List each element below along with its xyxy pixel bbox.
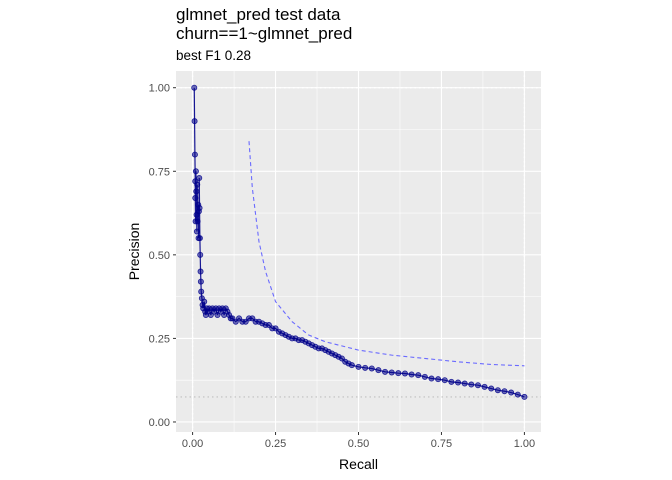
- pr-point: [521, 393, 528, 400]
- pr-point: [508, 389, 515, 396]
- x-tick-label: 0.50: [348, 438, 369, 450]
- y-tick-label: 1.00: [149, 83, 170, 95]
- pr-point: [362, 364, 369, 371]
- pr-point: [435, 376, 442, 383]
- y-tick-label: 0.25: [149, 333, 170, 345]
- pr-curve: [191, 84, 528, 400]
- x-tick-label: 0.75: [431, 438, 452, 450]
- pr-point: [192, 195, 199, 202]
- pr-point: [428, 375, 435, 382]
- pr-point: [415, 372, 422, 379]
- pr-point: [196, 174, 203, 181]
- pr-point: [382, 368, 389, 375]
- pr-point: [197, 268, 204, 275]
- pr-point: [395, 370, 402, 377]
- pr-point: [468, 381, 475, 388]
- pr-point: [455, 379, 462, 386]
- pr-point: [193, 228, 200, 235]
- pr-point: [441, 377, 448, 384]
- x-axis-ticks: 0.00 0.25 0.50 0.75 1.00: [182, 432, 535, 450]
- pr-point: [408, 371, 415, 378]
- pr-point: [461, 380, 468, 387]
- pr-point: [193, 188, 200, 195]
- chart-subtitle: best F1 0.28: [176, 48, 252, 63]
- pr-point: [448, 378, 455, 385]
- f1-iso-curve: [248, 141, 525, 367]
- reference-lines: [176, 71, 541, 432]
- pr-point: [421, 373, 428, 380]
- pr-point: [375, 367, 382, 374]
- pr-point: [194, 218, 201, 225]
- x-axis-title: Recall: [339, 456, 378, 472]
- pr-point: [501, 388, 508, 395]
- f1-iso-line: [248, 141, 525, 367]
- y-tick-label: 0.00: [149, 417, 170, 429]
- chart-title-line2: churn==1~glmnet_pred: [176, 24, 353, 43]
- pr-point: [481, 383, 488, 390]
- pr-point: [191, 118, 198, 125]
- pr-point: [348, 362, 355, 369]
- pr-point: [514, 391, 521, 398]
- pr-point: [192, 168, 199, 175]
- pr-point: [197, 278, 204, 285]
- pr-point: [368, 365, 375, 372]
- y-tick-label: 0.75: [149, 166, 170, 178]
- x-tick-label: 1.00: [514, 438, 535, 450]
- pr-point: [488, 385, 495, 392]
- x-tick-label: 0.25: [265, 438, 286, 450]
- pr-point: [355, 363, 362, 370]
- pr-point: [201, 298, 208, 305]
- pr-point: [401, 370, 408, 377]
- y-axis-ticks: 0.00 0.25 0.50 0.75 1.00: [149, 83, 176, 429]
- pr-point: [194, 181, 201, 188]
- pr-point: [191, 84, 198, 91]
- y-tick-label: 0.50: [149, 250, 170, 262]
- pr-point: [196, 235, 203, 242]
- pr-point: [191, 151, 198, 158]
- pr-point: [494, 387, 501, 394]
- y-axis-title: Precision: [126, 223, 142, 281]
- pr-point: [196, 205, 203, 212]
- pr-point: [388, 369, 395, 376]
- x-tick-label: 0.00: [182, 438, 203, 450]
- chart-title-line1: glmnet_pred test data: [176, 5, 341, 24]
- pr-point: [197, 251, 204, 258]
- pr-point: [198, 288, 205, 295]
- pr-point: [474, 382, 481, 389]
